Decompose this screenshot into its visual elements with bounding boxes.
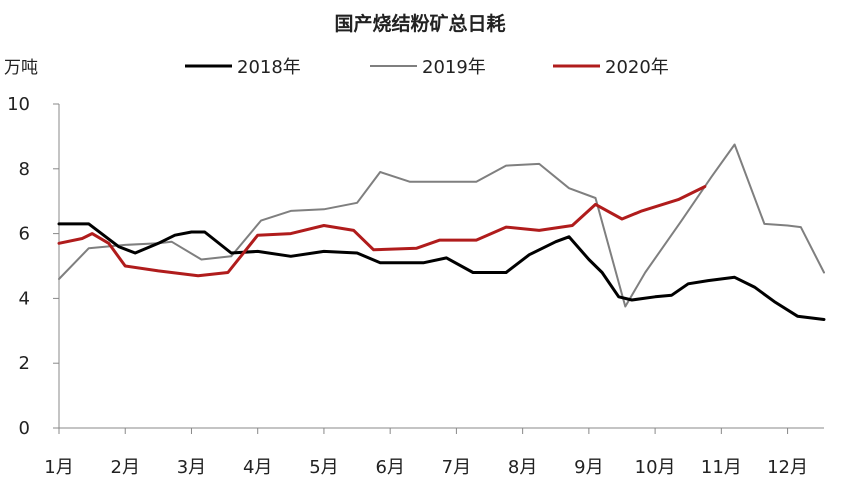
legend-item-2019: 2019年 [370,57,486,78]
y-tick-label: 2 [19,353,30,374]
series-line-2019 [58,143,825,308]
y-tick-label: 0 [19,418,30,439]
axes: 0 2 4 6 8 10 1月 2月 3月 4月 5月 6月 7月 8月 9月 10月 11月 12月 [7,94,824,478]
legend: 2018年 2019年 2020年 [185,57,669,78]
y-tick-label: 6 [19,224,30,245]
legend-label: 2018年 [237,57,301,78]
legend-label: 2020年 [605,57,669,78]
series-layer [57,143,826,321]
x-tick-label: 5月 [309,457,338,478]
y-tick-label: 8 [19,159,30,180]
x-tick-label: 11月 [701,457,742,478]
x-tick-label: 4月 [243,457,272,478]
legend-item-2020: 2020年 [553,57,669,78]
y-tick-label: 10 [7,94,30,115]
legend-item-2018: 2018年 [185,57,301,78]
x-tick-label: 6月 [375,457,404,478]
y-axis-unit-label: 万吨 [4,58,38,78]
x-tick-label: 1月 [44,457,73,478]
series-line-2020 [57,185,707,278]
chart-title: 国产烧结粉矿总日耗 [334,12,505,35]
y-tick-label: 4 [19,288,30,309]
x-tick-label: 9月 [574,457,603,478]
x-tick-label: 7月 [442,457,471,478]
x-tick-label: 10月 [635,457,676,478]
series-line-2018 [57,222,826,321]
x-tick-label: 3月 [177,457,206,478]
x-tick-label: 8月 [508,457,537,478]
x-tick-label: 2月 [111,457,140,478]
x-tick-label: 12月 [767,457,808,478]
legend-label: 2019年 [422,57,486,78]
